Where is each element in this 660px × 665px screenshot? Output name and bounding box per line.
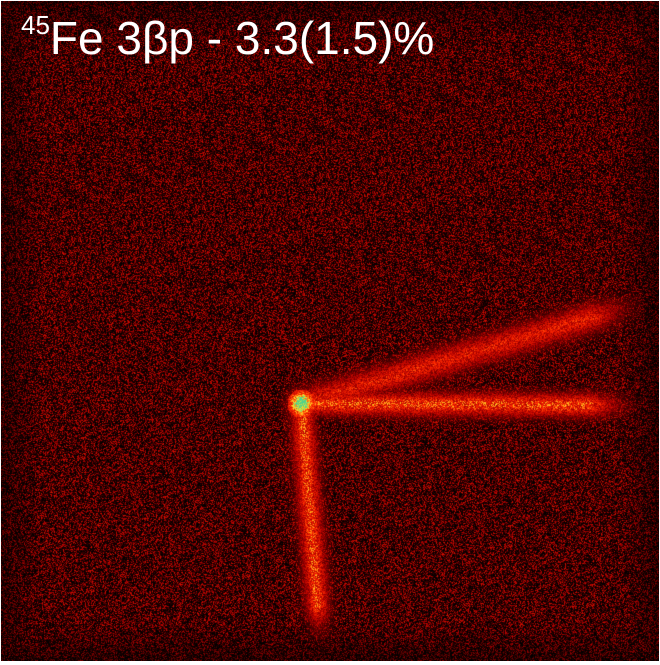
mass-number: 45 (21, 10, 50, 40)
decay-label: 45Fe 3βp - 3.3(1.5)% (21, 12, 435, 64)
decay-label-text: Fe 3βp - 3.3(1.5)% (49, 12, 435, 64)
